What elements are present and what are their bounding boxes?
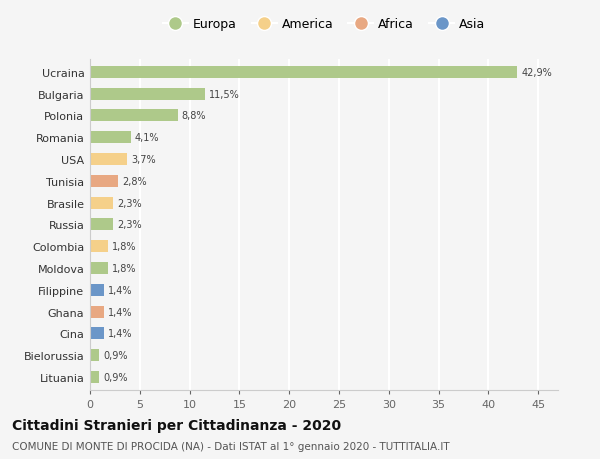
Bar (90, 67, 517, 78)
Bar (90, 349, 99, 361)
Bar (90, 197, 113, 209)
Bar (90, 306, 104, 318)
Text: 1,8%: 1,8% (112, 241, 136, 252)
Bar (90, 154, 127, 166)
Bar (90, 371, 99, 383)
Text: 4,1%: 4,1% (135, 133, 160, 143)
Bar (90, 263, 108, 274)
Bar (90, 110, 178, 122)
Text: 2,3%: 2,3% (117, 198, 142, 208)
Text: 1,4%: 1,4% (108, 329, 133, 339)
Text: Cittadini Stranieri per Cittadinanza - 2020: Cittadini Stranieri per Cittadinanza - 2… (12, 418, 341, 431)
Bar (90, 328, 104, 340)
Text: 2,3%: 2,3% (117, 220, 142, 230)
Bar (90, 219, 113, 231)
Bar (90, 175, 118, 187)
Text: 3,7%: 3,7% (131, 155, 155, 165)
Text: 1,4%: 1,4% (108, 285, 133, 295)
Legend: Europa, America, Africa, Asia: Europa, America, Africa, Asia (158, 13, 490, 36)
Bar (90, 241, 108, 252)
Text: 0,9%: 0,9% (103, 350, 127, 360)
Text: 8,8%: 8,8% (182, 111, 206, 121)
Bar (90, 132, 131, 144)
Bar (90, 89, 205, 101)
Text: COMUNE DI MONTE DI PROCIDA (NA) - Dati ISTAT al 1° gennaio 2020 - TUTTITALIA.IT: COMUNE DI MONTE DI PROCIDA (NA) - Dati I… (12, 441, 449, 451)
Text: 2,8%: 2,8% (122, 176, 146, 186)
Text: 0,9%: 0,9% (103, 372, 127, 382)
Text: 11,5%: 11,5% (208, 90, 239, 100)
Bar (90, 284, 104, 296)
Text: 42,9%: 42,9% (521, 68, 552, 78)
Text: 1,8%: 1,8% (112, 263, 136, 274)
Text: 1,4%: 1,4% (108, 307, 133, 317)
